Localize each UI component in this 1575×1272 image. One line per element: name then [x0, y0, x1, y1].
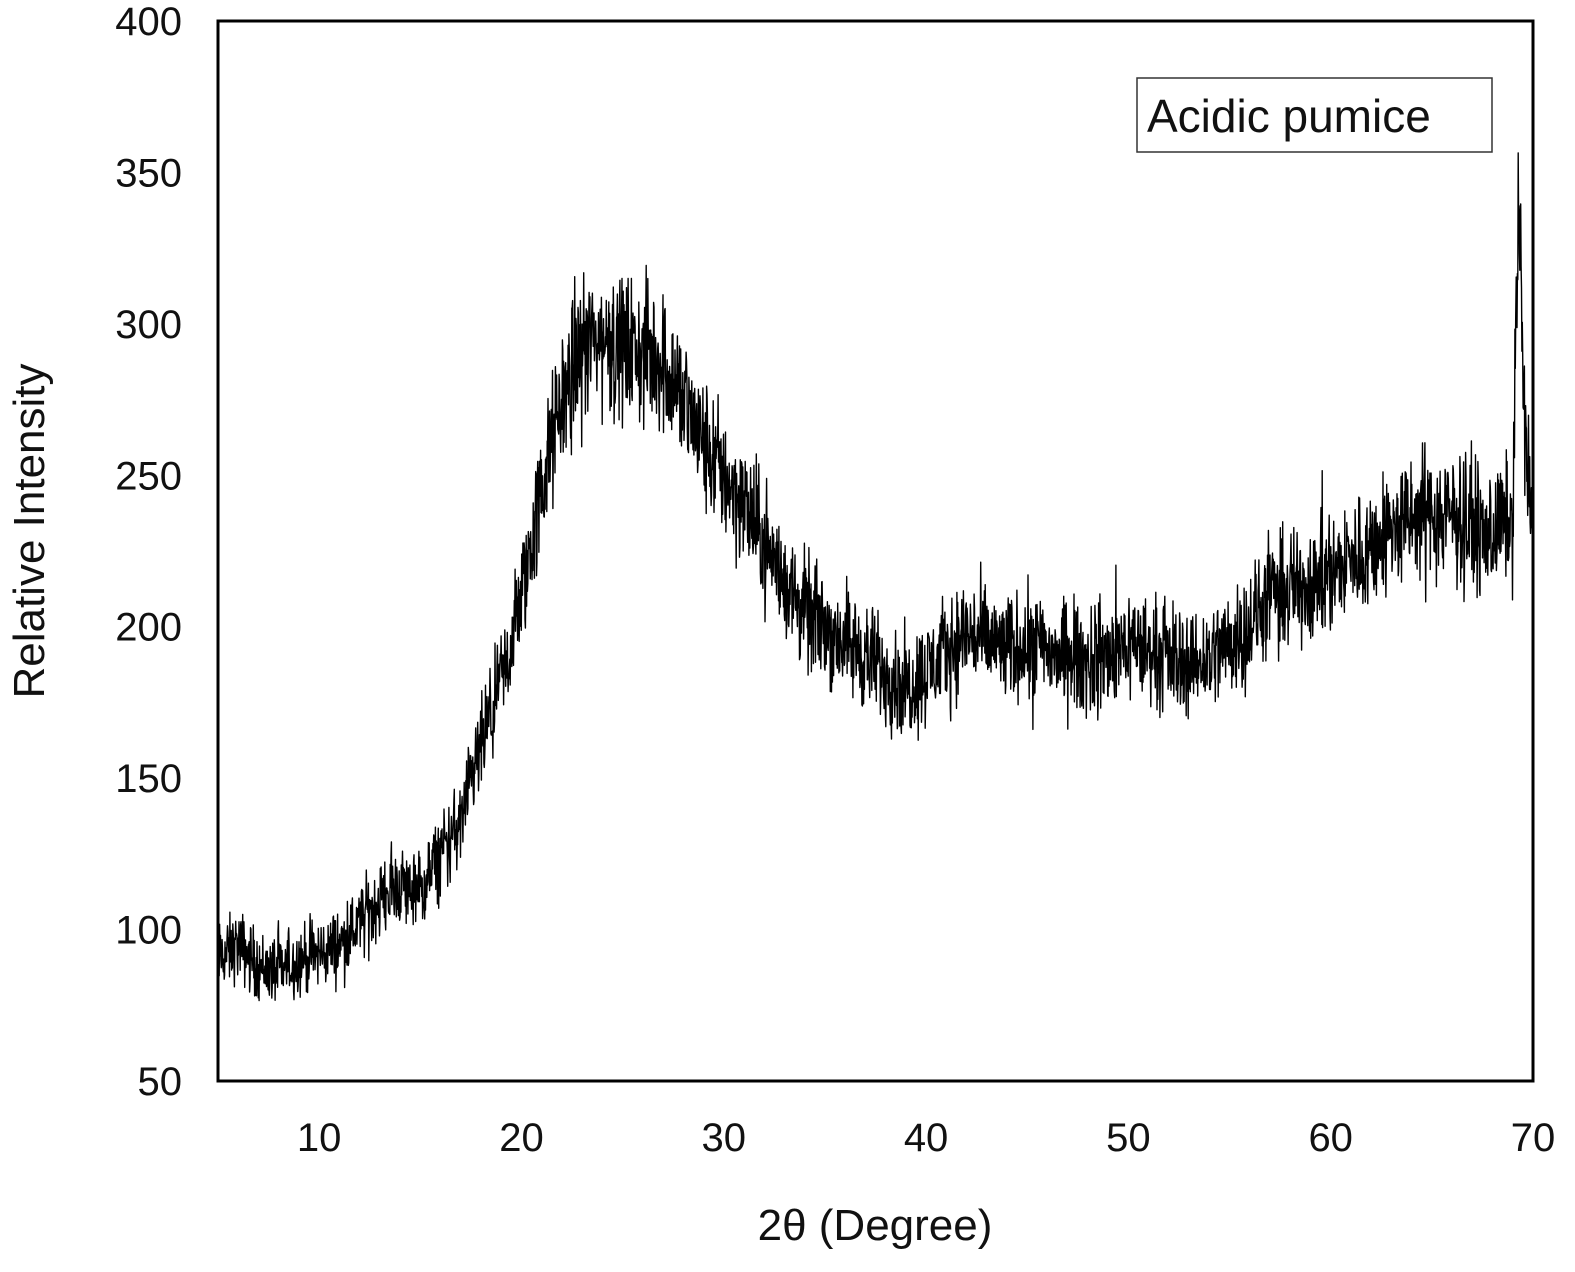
x-axis-title: 2θ (Degree): [758, 1201, 993, 1250]
y-tick-label: 300: [115, 303, 182, 347]
x-tick-label: 40: [904, 1116, 949, 1160]
y-axis-title: Relative Intensity: [5, 363, 54, 698]
legend-entry-acidic-pumice: Acidic pumice: [1147, 90, 1431, 142]
x-tick-label: 20: [499, 1116, 544, 1160]
x-tick-label: 50: [1106, 1116, 1151, 1160]
y-tick-label: 150: [115, 757, 182, 801]
series-line-acidic-pumice: [217, 152, 1534, 1002]
y-tick-label: 350: [115, 151, 182, 195]
y-axis-ticks: 50 100 150 200 250 300 350 400: [115, 0, 182, 1104]
y-tick-label: 400: [115, 0, 182, 44]
y-tick-label: 50: [138, 1060, 183, 1104]
legend: Acidic pumice: [1136, 77, 1493, 153]
x-axis-ticks: 10 20 30 40 50 60 70: [297, 1116, 1555, 1160]
y-tick-label: 200: [115, 606, 182, 650]
x-tick-label: 10: [297, 1116, 342, 1160]
x-tick-label: 60: [1308, 1116, 1353, 1160]
legend-box: [1136, 77, 1493, 153]
x-tick-label: 30: [702, 1116, 747, 1160]
y-tick-label: 100: [115, 909, 182, 953]
x-tick-label: 70: [1511, 1116, 1556, 1160]
plot-frame: [216, 19, 1535, 1083]
y-tick-label: 250: [115, 454, 182, 498]
